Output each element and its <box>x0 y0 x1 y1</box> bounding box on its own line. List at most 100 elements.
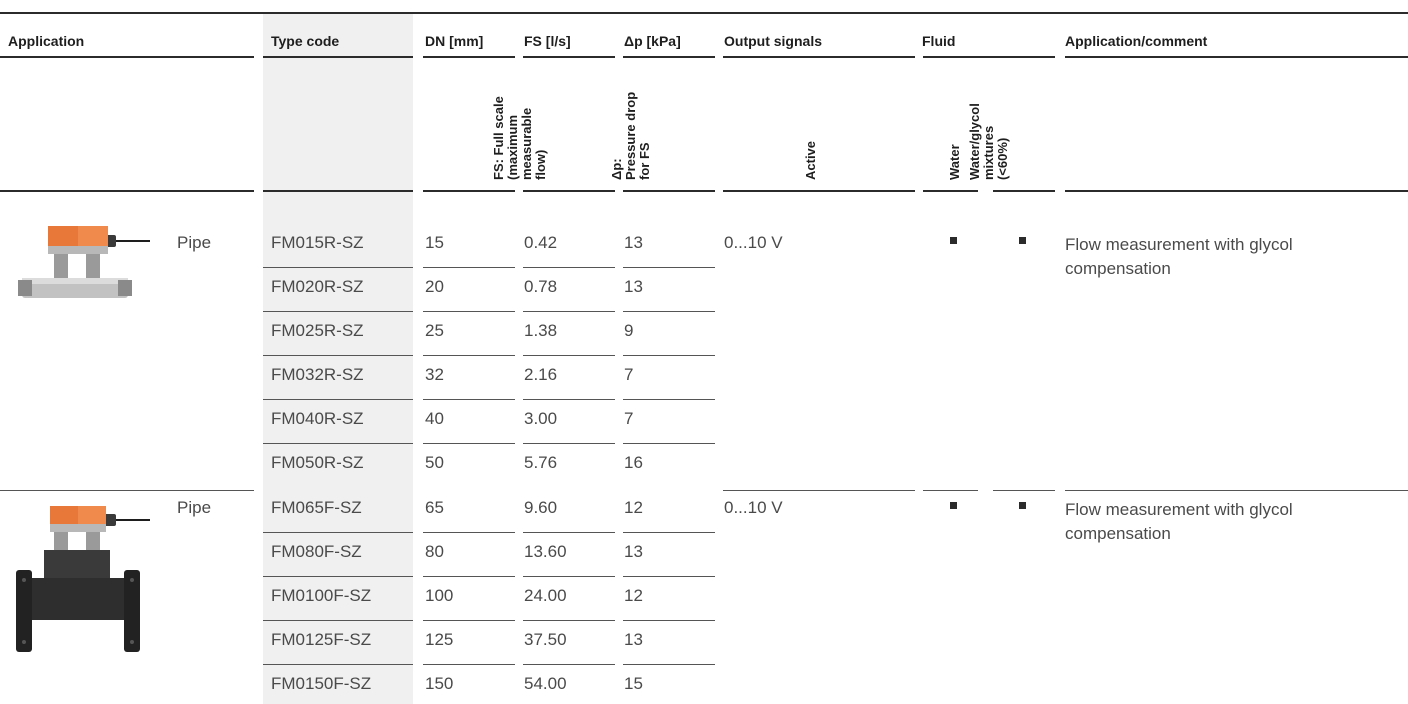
row-divider <box>263 311 413 312</box>
row-divider <box>423 664 515 665</box>
subheader-dp: Δp: Pressure drop for FS <box>609 91 652 180</box>
cell-dp: 12 <box>624 498 643 517</box>
subheader-rule-dn <box>423 190 515 192</box>
cell-dp: 9 <box>624 321 634 340</box>
row-divider <box>623 311 715 312</box>
subheader-glycol: Water/glycol mixtures (<60%) <box>967 103 1010 180</box>
cell-fs: 9.60 <box>524 498 558 517</box>
header-dn: DN [mm] <box>425 33 484 49</box>
row-divider <box>523 620 615 621</box>
group-2-water-mark <box>950 502 957 509</box>
row-divider <box>623 620 715 621</box>
header-fluid: Fluid <box>922 33 956 49</box>
subheader-rule-type <box>263 190 413 192</box>
header-rule-fluid <box>923 56 1055 58</box>
cell-type: FM040R-SZ <box>271 409 364 428</box>
group-2-comment: Flow measurement with glycol compensatio… <box>1065 500 1293 543</box>
row-divider <box>523 267 615 268</box>
cell-dp: 16 <box>624 453 643 472</box>
header-rule-output <box>723 56 915 58</box>
cell-type: FM0150F-SZ <box>271 674 372 693</box>
threaded-flow-sensor-image <box>18 226 150 298</box>
row-divider <box>623 399 715 400</box>
cell-dp: 7 <box>624 365 634 384</box>
row-divider <box>263 576 413 577</box>
cell-fs: 0.42 <box>524 233 558 252</box>
row-divider <box>263 267 413 268</box>
cell-dn: 80 <box>425 542 444 561</box>
row-divider <box>523 443 615 444</box>
header-application: Application <box>8 33 85 49</box>
row-divider <box>623 576 715 577</box>
group-2-glycol-mark <box>1019 502 1026 509</box>
group-1-glycol-mark <box>1019 237 1026 244</box>
header-rule-dp <box>623 56 715 58</box>
cell-dn: 125 <box>425 630 454 649</box>
row-divider <box>263 620 413 621</box>
cell-dp: 13 <box>624 277 643 296</box>
row-divider <box>423 620 515 621</box>
header-rule-fs <box>523 56 615 58</box>
header-comment: Application/comment <box>1065 33 1208 49</box>
cell-dp: 7 <box>624 409 634 428</box>
group-separator-glycol <box>993 490 1055 491</box>
subheader-rule-glycol <box>993 190 1055 192</box>
cell-dn: 40 <box>425 409 444 428</box>
row-divider <box>423 311 515 312</box>
subheader-active: Active <box>803 140 818 180</box>
cell-type: FM0125F-SZ <box>271 630 372 649</box>
cell-dp: 12 <box>624 586 643 605</box>
header-fs: FS [l/s] <box>524 33 571 49</box>
row-divider <box>523 532 615 533</box>
group-1-water-mark <box>950 237 957 244</box>
cell-fs: 54.00 <box>524 674 567 693</box>
subheader-rule-dp <box>623 190 715 192</box>
row-divider <box>423 399 515 400</box>
subheader-water: Water <box>947 144 962 180</box>
row-divider <box>423 443 515 444</box>
row-divider <box>623 355 715 356</box>
row-divider <box>623 532 715 533</box>
header-rule-dn <box>423 56 515 58</box>
cell-type: FM0100F-SZ <box>271 586 372 605</box>
header-rule-type <box>263 56 413 58</box>
row-divider <box>423 532 515 533</box>
row-divider <box>423 576 515 577</box>
cell-fs: 0.78 <box>524 277 558 296</box>
flanged-flow-sensor-image <box>16 506 150 652</box>
header-rule-application <box>0 56 254 58</box>
row-divider <box>263 532 413 533</box>
cell-dp: 13 <box>624 233 643 252</box>
row-divider <box>523 576 615 577</box>
cell-fs: 2.16 <box>524 365 558 384</box>
cell-fs: 37.50 <box>524 630 567 649</box>
cell-type: FM080F-SZ <box>271 542 362 561</box>
cell-type: FM032R-SZ <box>271 365 364 384</box>
cell-type: FM015R-SZ <box>271 233 364 252</box>
header-dp: Δp [kPa] <box>624 33 681 49</box>
subheader-rule-application <box>0 190 254 192</box>
header-rule-comment <box>1065 56 1408 58</box>
group-separator-output <box>723 490 915 491</box>
row-divider <box>263 355 413 356</box>
group-1-comment: Flow measurement with glycol compensatio… <box>1065 235 1293 278</box>
cell-dn: 50 <box>425 453 444 472</box>
subheader-rule-active <box>723 190 915 192</box>
row-divider <box>623 267 715 268</box>
cell-type: FM065F-SZ <box>271 498 362 517</box>
table-top-rule <box>0 12 1408 14</box>
group-separator-comment <box>1065 490 1408 491</box>
subheader-rule-water <box>923 190 978 192</box>
group-separator-water <box>923 490 978 491</box>
cell-type: FM050R-SZ <box>271 453 364 472</box>
row-divider <box>623 443 715 444</box>
row-divider <box>523 664 615 665</box>
cell-dn: 25 <box>425 321 444 340</box>
cell-fs: 5.76 <box>524 453 558 472</box>
cell-fs: 3.00 <box>524 409 558 428</box>
row-divider <box>523 355 615 356</box>
header-output-signals: Output signals <box>724 33 822 49</box>
cell-dp: 13 <box>624 542 643 561</box>
row-divider <box>423 267 515 268</box>
row-divider <box>423 355 515 356</box>
